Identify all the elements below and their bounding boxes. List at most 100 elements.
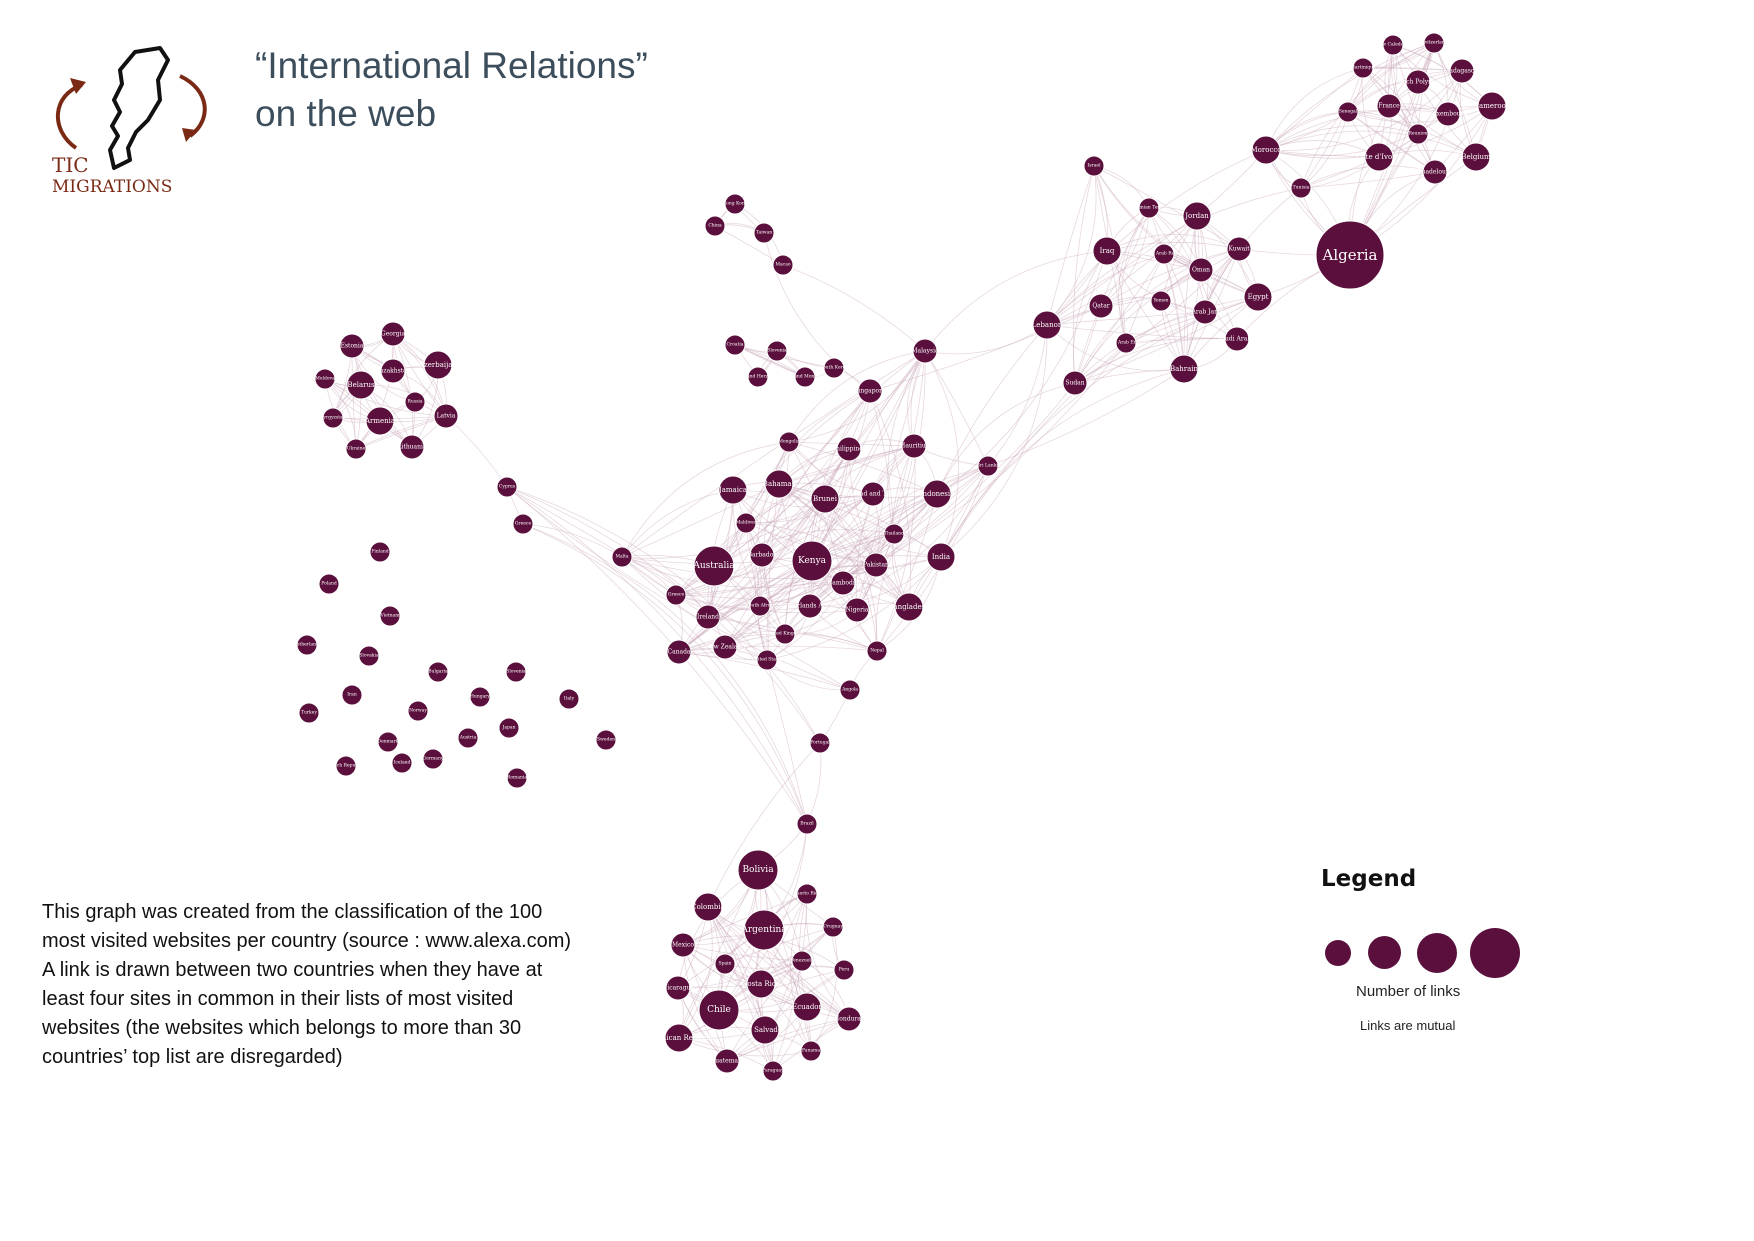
graph-edge [778, 483, 942, 558]
node-label: El Salvador [745, 1026, 787, 1034]
node-label: Trinidad and Tobago [842, 491, 905, 498]
graph-edge [855, 493, 874, 611]
node-label: Dominican Republic [643, 1034, 715, 1042]
logo-left-arrowhead [70, 78, 86, 94]
node-label: Switzerland [1420, 40, 1447, 46]
graph-edge [778, 445, 915, 485]
node-ukraine: Ukraine [345, 438, 367, 460]
node-label: Algeria [1321, 246, 1377, 264]
node-circle [345, 438, 367, 460]
node-circle [712, 634, 738, 660]
graph-edge [678, 522, 747, 653]
node-label: Mauritius [899, 443, 929, 450]
node-mexico: Mexico [670, 932, 696, 958]
node-circle [894, 592, 924, 622]
graph-edge [778, 445, 915, 485]
graph-edge [869, 390, 911, 608]
graph-edge [724, 963, 774, 1072]
node-label: Italy [564, 696, 575, 702]
node-label: Colombia [691, 903, 725, 911]
graph-edge [869, 305, 1102, 392]
node-label: Chile [707, 1005, 731, 1015]
node-label: Morocco [1251, 146, 1282, 154]
node-circle [1407, 123, 1429, 145]
graph-edge [778, 390, 871, 485]
node-circle [724, 334, 746, 356]
node-mongolia: Mongolia [778, 431, 800, 453]
logo-text-migrations: MIGRATIONS [52, 177, 172, 197]
node-circle [611, 546, 633, 568]
graph-edge [1300, 171, 1436, 189]
node-circle [666, 639, 692, 665]
node-morocco: Morocco [1251, 135, 1282, 165]
graph-edge [876, 445, 916, 652]
graph-edge [1074, 296, 1259, 384]
node-label: Croatia [727, 342, 744, 348]
node-label: Bosnia and Herzegovina [730, 374, 786, 380]
node-south-africa: South Africa [746, 595, 775, 617]
node-circle [791, 540, 833, 582]
graph-edge [1300, 165, 1436, 189]
node-jordan: Jordan [1182, 201, 1212, 231]
graph-edge [682, 944, 803, 962]
graph-edge [784, 493, 938, 635]
graph-edge [778, 483, 877, 566]
node-peru: Peru [833, 959, 855, 981]
node-label: Yemen [1152, 298, 1168, 304]
graph-edge [724, 465, 989, 648]
legend-circle-xs [1325, 940, 1351, 966]
graph-edge [678, 560, 813, 653]
node-circle [836, 436, 862, 462]
node-sri-lanka: Sri Lanka [977, 455, 999, 477]
graph-edge [745, 448, 850, 524]
node-venezuela: Venezuela [789, 950, 814, 972]
node-circle [322, 407, 344, 429]
graph-edge [1347, 42, 1435, 113]
graph-edge [778, 483, 938, 499]
node-estonia: Estonia [339, 333, 365, 359]
node-circle [792, 992, 822, 1022]
graph-edge [707, 906, 774, 1072]
graph-edge [940, 465, 989, 558]
graph-edge [811, 465, 989, 562]
graph-edge [678, 582, 844, 653]
node-label: Syrian Arab Republic [1140, 251, 1189, 257]
node-honduras: Honduras [834, 1006, 864, 1032]
node-yemen: Yemen [1150, 290, 1172, 312]
graph-edge [761, 350, 926, 556]
node-saudi: Saudi Arabia [1217, 326, 1257, 352]
graph-edge [707, 390, 871, 618]
graph-edge [678, 645, 878, 653]
node-label: Guadeloupe [1417, 169, 1454, 176]
node-circle [1461, 142, 1491, 172]
graph-edge [621, 483, 780, 558]
node-circle [844, 597, 870, 623]
graph-edge [745, 493, 874, 524]
node-label: Iraq [1100, 247, 1115, 255]
node-label: South Korea [820, 365, 849, 371]
node-label: Israel [1087, 163, 1101, 169]
graph-edge [726, 960, 803, 1062]
graph-edge [1265, 70, 1463, 151]
node-israel: Israel [1083, 155, 1105, 177]
node-kazakhstan: Kazakhstan [375, 358, 411, 384]
graph-edge [856, 350, 926, 611]
node-circle [883, 523, 905, 545]
node-label: Ireland [697, 614, 719, 621]
graph-edge [678, 869, 759, 1039]
node-label: Slovenia [506, 669, 526, 675]
graph-edge [811, 350, 926, 562]
node-circle [791, 950, 813, 972]
node-greece2: Greece [512, 513, 534, 535]
node-circle [369, 541, 391, 563]
node-netherlands-antilles: Netherlands Antilles [779, 593, 841, 619]
node-circle [922, 479, 952, 509]
node-label: Mongolia [778, 439, 800, 445]
node-label: China [708, 223, 722, 229]
node-label: Honduras [834, 1016, 864, 1023]
description-line: websites (the websites which belongs to … [42, 1017, 522, 1039]
node-label: Cambodia [828, 580, 859, 587]
node-jamaica: Jamaica [718, 475, 748, 505]
node-circle [750, 1015, 780, 1045]
node-uk: United Kingdom [766, 623, 804, 645]
